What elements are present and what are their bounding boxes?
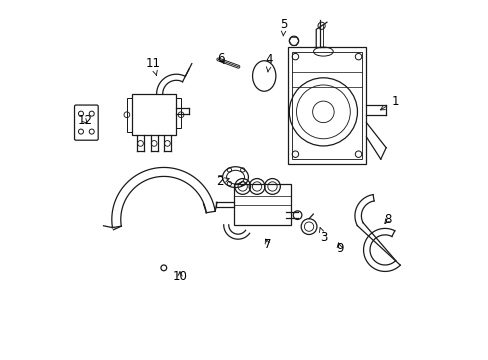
Text: 5: 5 bbox=[280, 18, 287, 36]
Text: 1: 1 bbox=[380, 95, 398, 110]
Text: 10: 10 bbox=[172, 270, 187, 283]
Text: 2: 2 bbox=[215, 175, 229, 188]
Text: 6: 6 bbox=[217, 51, 224, 64]
Text: 3: 3 bbox=[319, 228, 326, 244]
Text: 8: 8 bbox=[384, 213, 391, 226]
Text: 11: 11 bbox=[145, 57, 160, 76]
Text: 9: 9 bbox=[335, 242, 343, 255]
Text: 7: 7 bbox=[264, 238, 271, 251]
Text: 12: 12 bbox=[77, 114, 92, 127]
Text: 4: 4 bbox=[265, 53, 273, 72]
